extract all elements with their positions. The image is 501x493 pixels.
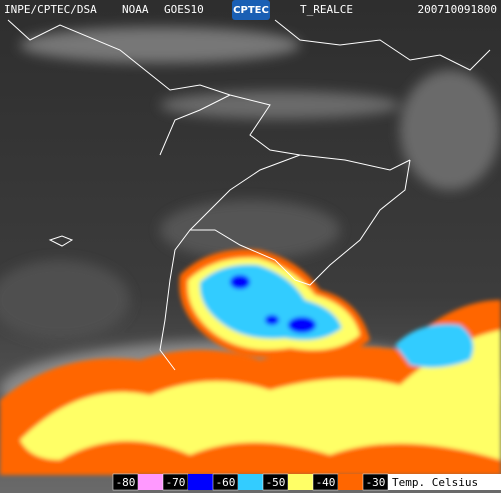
legend-swatch [188, 474, 213, 490]
legend-swatch [288, 474, 313, 490]
legend-level: -80 [116, 476, 136, 489]
cold-cloud-tops [0, 249, 501, 475]
legend-swatch [338, 474, 363, 490]
legend-title: Temp. Celsius [392, 476, 478, 489]
legend-level: -30 [366, 476, 386, 489]
legend-swatch [138, 474, 163, 490]
legend-level: -40 [316, 476, 336, 489]
borders [7, 19, 491, 371]
source-label: INPE/CPTEC/DSA [4, 3, 97, 16]
legend-level: -60 [216, 476, 236, 489]
logo: CPTEC [233, 5, 269, 16]
legend-title-box [388, 474, 501, 490]
agency-label: NOAA [122, 3, 149, 16]
legend-swatch [238, 474, 263, 490]
legend-level: -50 [266, 476, 286, 489]
legend-level: -70 [166, 476, 186, 489]
logo-box [232, 0, 270, 20]
timestamp: 200710091800 [418, 3, 497, 16]
legend: -80 -70 -60 -50 -40 -30 Temp. Celsius [112, 473, 501, 491]
satellite-label: GOES10 [164, 3, 204, 16]
product-label: T_REALCE [300, 3, 353, 16]
